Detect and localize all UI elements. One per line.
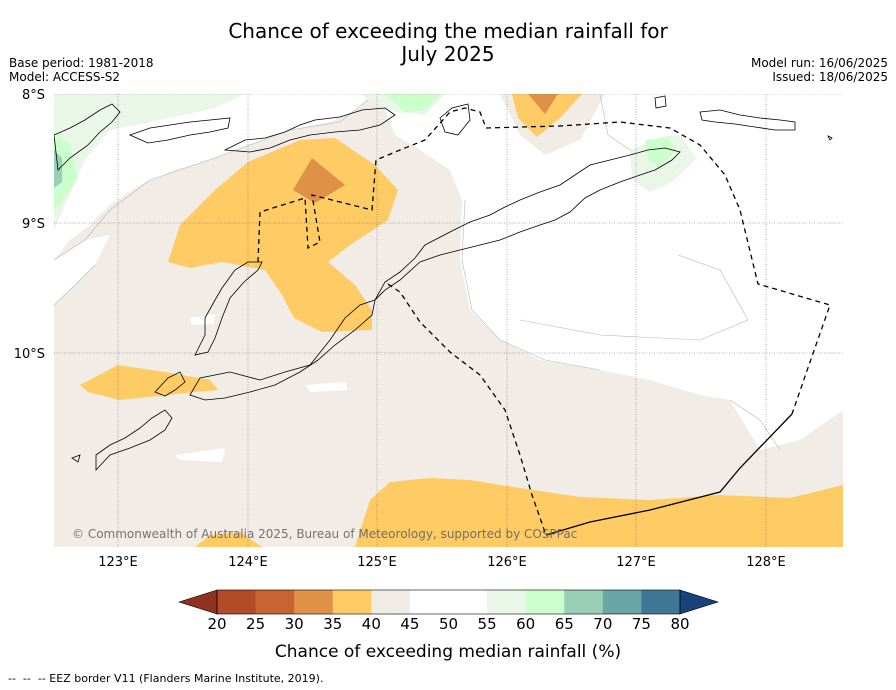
probability-45-55-area — [54, 94, 372, 260]
colorbar-tick-label: 25 — [246, 615, 265, 633]
probability-35-40-area — [195, 532, 262, 547]
lat-label-8s: 8°S — [22, 88, 45, 103]
chart-title: Chance of exceeding the median rainfall … — [0, 20, 896, 66]
probability-45-55-area — [385, 94, 843, 450]
probability-55-60-area — [54, 94, 245, 230]
probability-30-35-area — [293, 158, 345, 203]
colorbar-frame — [216, 589, 681, 615]
island-coastline — [54, 103, 121, 171]
colorbar-segment — [602, 590, 642, 614]
model-name: Model: ACCESS-S2 — [9, 70, 121, 84]
colorbar-under-arrow — [178, 589, 218, 615]
colorbar-tick-label: 40 — [362, 615, 381, 633]
colorbar-over-arrow — [679, 589, 719, 615]
issued-date: Issued: 18/06/2025 — [772, 70, 888, 84]
island-coastline — [71, 454, 81, 463]
probability-35-40-area — [512, 94, 582, 137]
colorbar-segment — [255, 590, 295, 614]
lon-label-127e: 127°E — [616, 555, 656, 570]
colorbar-segment — [294, 590, 334, 614]
colorbar-segment — [448, 590, 488, 614]
probability-35-40-area — [80, 365, 218, 400]
colorbar-tick-label: 35 — [323, 615, 342, 633]
island-coastline — [194, 261, 263, 356]
probability-45-55-area — [175, 448, 225, 462]
footer-note: -- -- -- EEZ border V11 (Flanders Marine… — [8, 672, 324, 685]
lat-label-10s: 10°S — [14, 347, 45, 362]
map-panel — [54, 94, 843, 547]
wetar-coastline — [439, 103, 471, 136]
probability-35-40-area — [355, 478, 843, 547]
title-line-1: Chance of exceeding the median rainfall … — [228, 19, 668, 43]
lon-label-123e: 123°E — [98, 555, 138, 570]
lon-label-126e: 126°E — [487, 555, 527, 570]
alor-coastline — [223, 107, 396, 153]
lon-label-128e: 128°E — [746, 555, 786, 570]
probability-60-65-area — [385, 94, 440, 112]
probability-60-65-area — [645, 138, 676, 168]
lon-label-124e: 124°E — [228, 555, 268, 570]
colorbar-segment — [641, 590, 681, 614]
island-coastline — [128, 117, 231, 144]
probability-30-35-area — [528, 94, 558, 114]
island-coastline — [827, 135, 833, 141]
probability-45-55-area — [54, 235, 110, 305]
colorbar-segment — [409, 590, 449, 614]
base-period: Base period: 1981-2018 — [9, 56, 154, 70]
colorbar-tick-label: 20 — [207, 615, 226, 633]
colorbar-segment — [332, 590, 372, 614]
colorbar-segment — [564, 590, 604, 614]
colorbar-tick-label: 60 — [516, 615, 535, 633]
colorbar-segment — [217, 590, 257, 614]
colorbar-segment — [525, 590, 565, 614]
title-line-2: July 2025 — [401, 42, 495, 66]
eez-border — [257, 107, 831, 536]
model-run: Model run: 16/06/2025 — [750, 56, 888, 70]
flores-sumba-coastline — [189, 299, 376, 401]
island-coastline — [154, 371, 186, 397]
colorbar-segment — [371, 590, 411, 614]
copyright-text: © Commonwealth of Australia 2025, Bureau… — [72, 527, 577, 541]
colorbar-tick-label: 45 — [400, 615, 419, 633]
probability-45-55-area — [305, 382, 348, 392]
colorbar-title: Chance of exceeding median rainfall (%) — [275, 642, 621, 662]
graticule — [54, 94, 843, 547]
colorbar: 20 25 30 35 40 45 50 55 60 65 70 75 80 — [178, 589, 719, 633]
colorbar-tick-label: 55 — [478, 615, 497, 633]
colorbar-tick-label: 50 — [439, 615, 458, 633]
lon-label-125e: 125°E — [357, 555, 397, 570]
colorbar-tick-label: 75 — [632, 615, 651, 633]
lat-label-9s: 9°S — [22, 217, 45, 232]
colorbar-tick-label: 30 — [285, 615, 304, 633]
colorbar-tick-label: 80 — [670, 615, 689, 633]
meta-left: Base period: 1981-2018 Model: ACCESS-S2 — [9, 56, 154, 84]
island-coastline — [654, 95, 667, 109]
probability-60-65-area — [54, 130, 78, 210]
meta-right: Model run: 16/06/2025 Issued: 18/06/2025 — [751, 56, 888, 84]
colorbar-segment — [487, 590, 527, 614]
colorbar-tick-label: 70 — [593, 615, 612, 633]
island-coastline — [95, 409, 173, 472]
probability-45-55-area — [190, 314, 215, 325]
timor-coastline — [374, 147, 681, 301]
colorbar-tick-label: 65 — [555, 615, 574, 633]
eez-border-solid — [545, 413, 793, 536]
coastlines — [54, 95, 833, 472]
contour-lines — [54, 94, 781, 451]
island-coastline — [699, 109, 796, 131]
